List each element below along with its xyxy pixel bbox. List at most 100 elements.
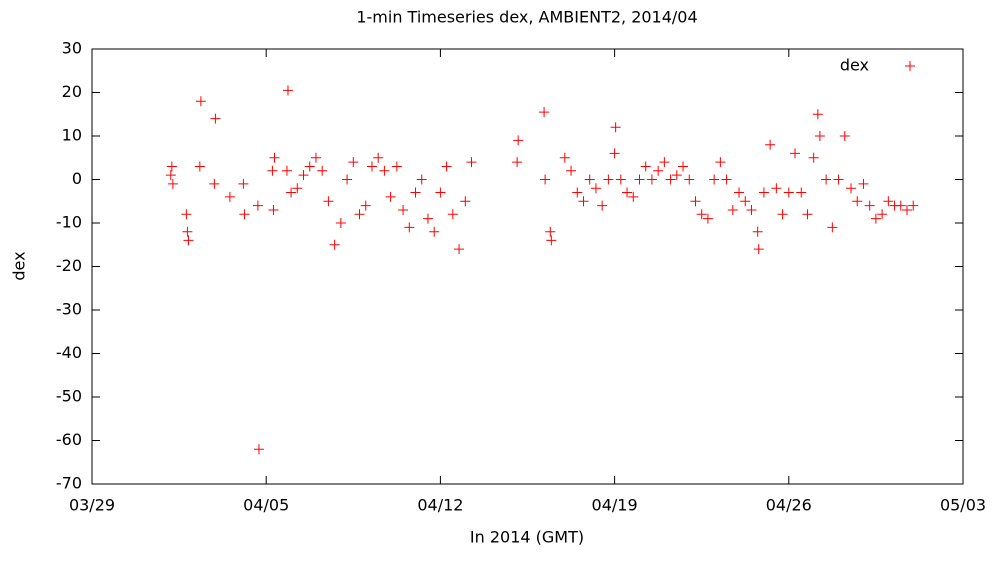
point xyxy=(460,196,471,207)
plot-frame xyxy=(91,48,964,485)
point xyxy=(348,157,359,168)
point xyxy=(292,183,303,194)
y-tick-label: -70 xyxy=(56,474,82,493)
point xyxy=(546,235,557,246)
y-tick-label: -30 xyxy=(56,300,82,319)
point xyxy=(429,226,440,237)
point xyxy=(360,200,371,211)
point xyxy=(195,96,206,107)
y-tick-label: -60 xyxy=(56,430,82,449)
point xyxy=(166,161,177,172)
point xyxy=(852,196,863,207)
point xyxy=(304,161,315,172)
point xyxy=(267,165,278,176)
point xyxy=(653,165,664,176)
point xyxy=(391,161,402,172)
point xyxy=(615,174,626,185)
point xyxy=(545,226,556,237)
x-tick-label: 05/03 xyxy=(940,496,986,515)
point xyxy=(282,85,293,96)
point xyxy=(539,107,550,118)
point xyxy=(578,196,589,207)
point xyxy=(858,178,869,189)
point xyxy=(709,174,720,185)
y-tick-label: -40 xyxy=(56,343,82,362)
point xyxy=(628,191,639,202)
point xyxy=(210,113,221,124)
point xyxy=(447,209,458,220)
point xyxy=(540,174,551,185)
point xyxy=(366,161,377,172)
point xyxy=(454,244,465,255)
point xyxy=(385,191,396,202)
point xyxy=(665,174,676,185)
point xyxy=(323,196,334,207)
point xyxy=(646,174,657,185)
y-tick-label: 20 xyxy=(62,82,82,101)
point xyxy=(209,178,220,189)
point xyxy=(404,222,415,233)
point xyxy=(559,152,570,163)
y-tick-label: -20 xyxy=(56,256,82,275)
point xyxy=(690,196,701,207)
point xyxy=(721,174,732,185)
point xyxy=(398,204,409,215)
y-tick-label: -50 xyxy=(56,387,82,406)
point xyxy=(796,187,807,198)
point xyxy=(895,200,906,211)
point xyxy=(808,152,819,163)
point xyxy=(281,165,292,176)
point xyxy=(566,165,577,176)
point xyxy=(640,161,651,172)
point xyxy=(908,200,919,211)
point xyxy=(194,161,205,172)
point xyxy=(335,218,346,228)
point xyxy=(671,170,682,181)
point xyxy=(634,174,645,185)
point xyxy=(839,131,850,141)
point xyxy=(727,204,738,215)
point xyxy=(864,200,875,211)
point xyxy=(590,183,601,194)
point xyxy=(833,174,844,185)
point xyxy=(165,170,176,181)
point xyxy=(466,157,477,168)
point xyxy=(603,174,614,185)
point xyxy=(416,174,427,185)
point xyxy=(572,187,583,198)
x-tick-label: 04/26 xyxy=(766,496,812,515)
point xyxy=(310,152,321,163)
point xyxy=(734,187,745,198)
point xyxy=(253,444,264,455)
point xyxy=(422,213,433,224)
point xyxy=(821,174,832,185)
point xyxy=(870,213,881,224)
y-tick-label: 30 xyxy=(62,39,82,58)
x-tick-label: 04/19 xyxy=(592,496,638,515)
point xyxy=(883,196,894,207)
point xyxy=(771,183,782,194)
point xyxy=(812,109,823,120)
point xyxy=(238,178,249,189)
point xyxy=(410,187,421,198)
point xyxy=(827,222,838,233)
point xyxy=(317,165,328,176)
point xyxy=(902,204,913,215)
point xyxy=(373,152,384,163)
point xyxy=(753,244,764,255)
point xyxy=(752,226,763,237)
point xyxy=(740,196,751,207)
point xyxy=(746,204,757,215)
point xyxy=(167,178,178,189)
point xyxy=(286,187,297,198)
point xyxy=(224,191,235,202)
y-tick-label: 0 xyxy=(72,169,82,188)
point xyxy=(342,174,353,185)
point xyxy=(379,165,390,176)
point xyxy=(814,131,825,141)
point xyxy=(684,174,695,185)
point xyxy=(696,209,707,220)
point xyxy=(182,226,193,237)
point xyxy=(877,209,888,220)
